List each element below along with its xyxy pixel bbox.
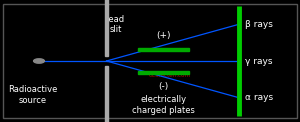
Bar xyxy=(138,71,189,74)
Text: γ rays: γ rays xyxy=(244,56,272,66)
Bar xyxy=(138,48,189,51)
Circle shape xyxy=(34,59,44,63)
Text: lead
slit: lead slit xyxy=(106,15,124,34)
Text: (+): (+) xyxy=(156,31,171,40)
Text: Gcafecteri.com: Gcafecteri.com xyxy=(148,73,190,78)
Text: α rays: α rays xyxy=(244,93,273,102)
Bar xyxy=(105,0,108,56)
Text: electrically
charged plates: electrically charged plates xyxy=(132,95,195,115)
Bar xyxy=(105,66,108,122)
Text: (-): (-) xyxy=(158,82,169,91)
Text: Radioactive
source: Radioactive source xyxy=(8,85,58,105)
Text: β rays: β rays xyxy=(244,20,272,29)
